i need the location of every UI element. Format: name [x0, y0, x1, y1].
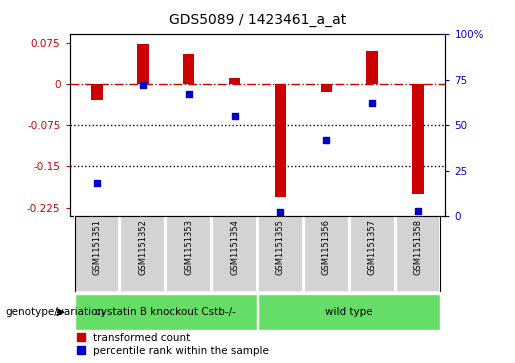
- Bar: [137, 44, 149, 84]
- Bar: [320, 84, 332, 92]
- Bar: [166, 216, 211, 292]
- Point: [230, 113, 238, 119]
- Bar: [229, 78, 241, 84]
- Point: [184, 91, 193, 97]
- Text: GSM1151355: GSM1151355: [276, 219, 285, 275]
- Text: GSM1151352: GSM1151352: [139, 219, 147, 275]
- Point: [368, 101, 376, 106]
- Bar: [258, 294, 440, 330]
- Legend: transformed count, percentile rank within the sample: transformed count, percentile rank withi…: [75, 330, 271, 358]
- Text: GSM1151351: GSM1151351: [93, 219, 101, 275]
- Text: GSM1151357: GSM1151357: [368, 219, 376, 275]
- Text: GSM1151358: GSM1151358: [414, 219, 422, 275]
- Bar: [412, 84, 424, 194]
- Bar: [274, 84, 286, 197]
- Point: [414, 208, 422, 213]
- Bar: [304, 216, 349, 292]
- Point: [322, 137, 331, 143]
- Text: cystatin B knockout Cstb-/-: cystatin B knockout Cstb-/-: [95, 307, 236, 317]
- Bar: [183, 54, 195, 84]
- Text: GDS5089 / 1423461_a_at: GDS5089 / 1423461_a_at: [169, 13, 346, 27]
- Bar: [258, 216, 303, 292]
- Text: genotype/variation: genotype/variation: [5, 307, 104, 317]
- Point: [277, 209, 285, 215]
- Point: [139, 82, 147, 88]
- Bar: [75, 216, 119, 292]
- Bar: [396, 216, 440, 292]
- Text: wild type: wild type: [325, 307, 373, 317]
- Bar: [212, 216, 257, 292]
- Bar: [366, 51, 378, 84]
- Point: [93, 180, 101, 186]
- Bar: [91, 84, 103, 101]
- Text: GSM1151356: GSM1151356: [322, 219, 331, 275]
- Text: GSM1151354: GSM1151354: [230, 219, 239, 275]
- Bar: [350, 216, 394, 292]
- Bar: [121, 216, 165, 292]
- Bar: [75, 294, 257, 330]
- Text: GSM1151353: GSM1151353: [184, 219, 193, 275]
